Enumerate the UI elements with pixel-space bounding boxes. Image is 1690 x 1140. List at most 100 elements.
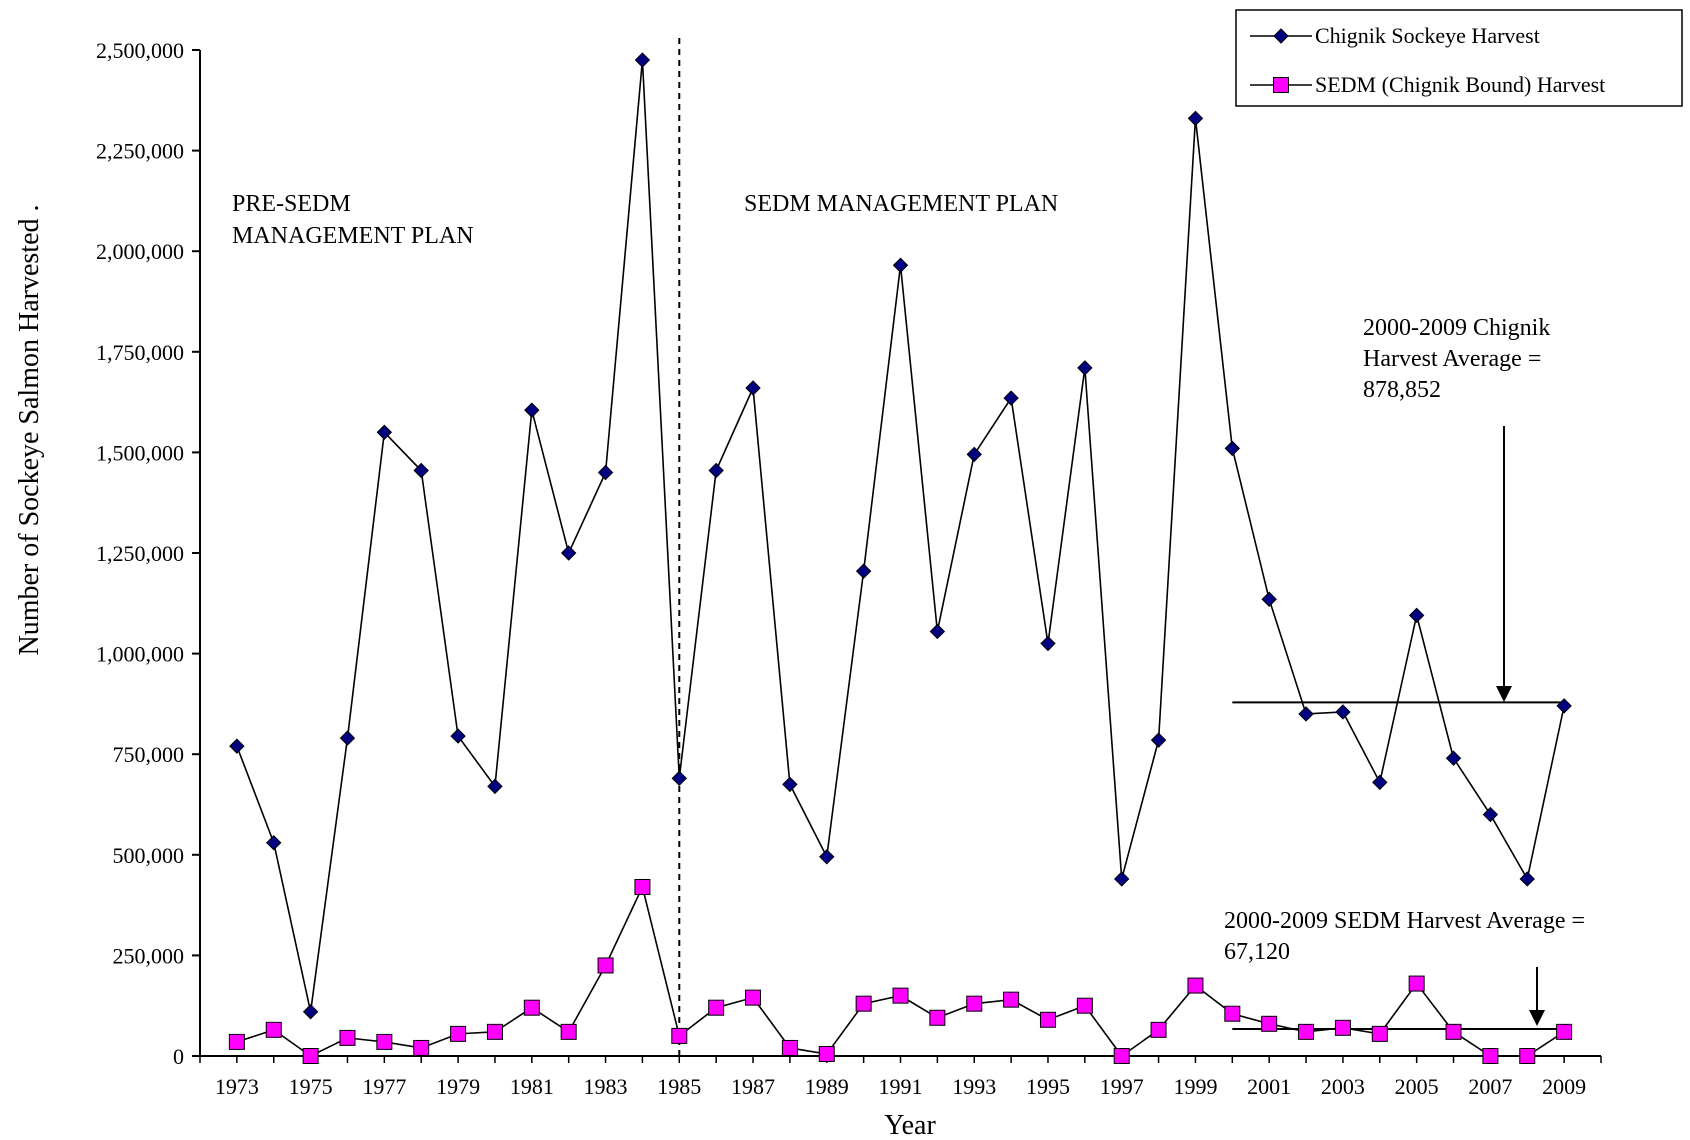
data-point <box>1298 706 1314 722</box>
data-point <box>966 446 982 463</box>
data-point <box>1298 1023 1315 1040</box>
x-axis-title: Year <box>884 1110 936 1140</box>
data-point <box>782 776 798 793</box>
chignik-average-label-line3: 878,852 <box>1363 377 1441 403</box>
chignik-average-label-line1: 2000-2009 Chignik <box>1363 315 1550 341</box>
data-point <box>560 545 577 561</box>
x-tick-label: 1983 <box>584 1074 628 1099</box>
x-tick-label: 2003 <box>1321 1074 1365 1099</box>
y-tick-label: 2,500,000 <box>96 38 184 63</box>
legend-label-sedm: SEDM (Chignik Bound) Harvest <box>1315 72 1605 97</box>
average-lines <box>1232 701 1565 1030</box>
data-point <box>855 563 872 579</box>
data-point <box>1556 698 1572 714</box>
x-tick-label: 1997 <box>1100 1074 1144 1099</box>
legend-marker-square <box>1273 77 1289 93</box>
data-point <box>1482 1048 1499 1064</box>
data-point <box>929 623 946 640</box>
x-tick-label: 1991 <box>879 1074 923 1099</box>
data-point <box>1519 1048 1536 1064</box>
sedm-average-arrow <box>1529 967 1545 1026</box>
data-point <box>1371 1025 1388 1042</box>
data-point <box>745 989 762 1006</box>
x-tick-label: 2007 <box>1468 1074 1512 1099</box>
data-point <box>1556 1023 1573 1040</box>
data-point <box>228 1033 245 1050</box>
data-point <box>302 1004 319 1020</box>
data-point <box>1150 1021 1167 1038</box>
sedm-average-label-line2: 67,120 <box>1224 939 1290 965</box>
y-axis-title: Number of Sockeye Salmon Harvested . <box>14 205 45 656</box>
pre-sedm-label-line1: PRE-SEDM <box>232 191 351 217</box>
data-point <box>450 1025 467 1042</box>
data-point <box>708 999 725 1016</box>
data-point <box>1408 607 1425 624</box>
y-tick-label: 750,000 <box>113 742 185 767</box>
data-point <box>1224 440 1241 457</box>
data-point <box>1335 704 1351 720</box>
data-point <box>1076 997 1093 1014</box>
data-point <box>1445 1023 1462 1040</box>
data-point <box>818 1045 835 1062</box>
data-point <box>339 1029 356 1046</box>
y-tick-label: 1,750,000 <box>96 340 184 365</box>
data-point <box>1445 750 1462 766</box>
data-point <box>1187 110 1204 127</box>
x-tick-label: 1979 <box>436 1074 480 1099</box>
data-point <box>486 1023 503 1040</box>
data-point <box>855 995 872 1012</box>
data-point <box>634 878 651 895</box>
data-point <box>1408 975 1425 992</box>
data-point <box>1482 806 1499 823</box>
x-tick-label: 1987 <box>731 1074 775 1099</box>
data-point <box>523 999 540 1016</box>
data-point <box>671 1027 688 1044</box>
data-point <box>892 987 909 1004</box>
data-point <box>302 1048 319 1064</box>
legend-label-chignik: Chignik Sockeye Harvest <box>1315 23 1540 48</box>
series-chignik <box>229 52 1572 1020</box>
x-tick-label: 1999 <box>1173 1074 1217 1099</box>
data-point <box>1077 360 1093 376</box>
data-point <box>1003 390 1019 406</box>
y-tick-label: 500,000 <box>113 843 185 868</box>
data-point <box>413 1039 430 1056</box>
series-layer <box>228 52 1573 1064</box>
y-tick-label: 0 <box>173 1044 184 1069</box>
data-point <box>1224 1005 1241 1022</box>
data-point <box>376 424 393 440</box>
data-point <box>339 730 356 746</box>
data-point <box>597 464 614 481</box>
x-tick-label: 1973 <box>215 1074 259 1099</box>
pre-sedm-label-line2: MANAGEMENT PLAN <box>232 223 474 249</box>
data-point <box>1113 1048 1130 1064</box>
x-tick-label: 1985 <box>657 1074 701 1099</box>
x-tick-label: 2009 <box>1542 1074 1586 1099</box>
sedm-average-label-line1: 2000-2009 SEDM Harvest Average = <box>1224 908 1585 934</box>
data-point <box>634 52 651 68</box>
data-point <box>560 1023 577 1040</box>
legend-box <box>1235 9 1683 107</box>
data-point <box>745 380 761 396</box>
data-point <box>708 462 724 479</box>
x-tick-label: 1981 <box>510 1074 554 1099</box>
x-tick-label: 2005 <box>1395 1074 1439 1099</box>
y-tick-label: 1,000,000 <box>96 642 184 667</box>
data-point <box>1114 871 1130 887</box>
x-tick-label: 1995 <box>1026 1074 1070 1099</box>
sedm-plan-label: SEDM MANAGEMENT PLAN <box>744 191 1058 217</box>
legend-items <box>1250 28 1312 93</box>
data-point <box>1003 991 1020 1008</box>
data-point <box>1261 1015 1278 1032</box>
data-point <box>892 257 909 273</box>
data-point <box>376 1033 393 1050</box>
data-point <box>1372 774 1388 791</box>
data-point <box>229 738 245 754</box>
x-tick-label: 1989 <box>805 1074 849 1099</box>
data-point <box>487 778 503 795</box>
data-point <box>597 957 614 974</box>
y-ticks: 0 250,000 500,000 750,000 1,000,000 1,250,000… <box>96 38 200 1069</box>
x-tick-label: 2001 <box>1247 1074 1291 1099</box>
y-tick-label: 2,250,000 <box>96 139 184 164</box>
